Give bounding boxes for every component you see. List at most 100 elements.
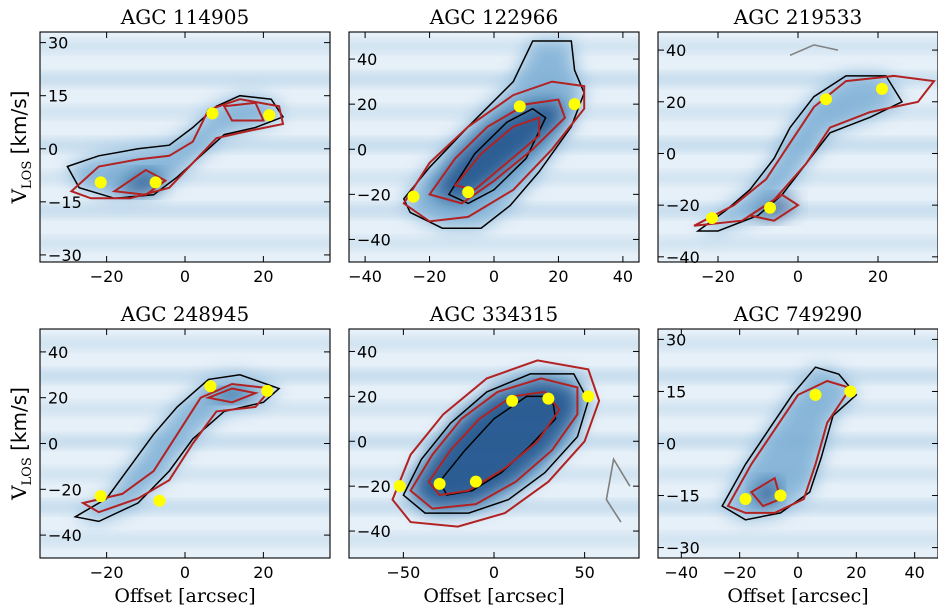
panel-title: AGC 122966 <box>429 5 558 29</box>
y-tick-label: −40 <box>357 522 391 541</box>
rotation-point <box>94 176 107 189</box>
y-axis-label: VLOS [km/s] <box>7 91 35 205</box>
rotation-point <box>433 477 446 490</box>
x-tick-label: 0 <box>793 267 803 286</box>
rotation-point <box>876 82 888 95</box>
panel-title: AGC 114905 <box>120 5 249 29</box>
panel-title: AGC 248945 <box>120 302 249 326</box>
x-axis-label: Offset [arcsec] <box>727 585 868 607</box>
x-tick-label: 20 <box>868 267 888 286</box>
emission-peak <box>410 378 578 509</box>
noise-band <box>40 39 330 54</box>
y-tick-label: −30 <box>48 246 82 265</box>
x-tick-label: 0 <box>489 563 499 582</box>
x-tick-label: −20 <box>723 563 757 582</box>
rotation-point <box>94 490 107 503</box>
noise-band <box>40 369 330 384</box>
panel-4: AGC 248945 −20 0 20 −40 −20 0 20 40 Offset [arcse… <box>39 302 331 607</box>
y-tick-label: 15 <box>48 87 68 106</box>
model-contour <box>402 80 586 223</box>
rotation-point <box>206 107 219 120</box>
y-tick-label: −15 <box>48 193 82 212</box>
data-contour <box>721 366 858 521</box>
rotation-point <box>844 385 857 398</box>
y-tick-label: 15 <box>666 382 686 401</box>
y-tick-label: 30 <box>666 330 686 349</box>
rotation-point <box>462 186 475 199</box>
noise-band <box>658 236 938 251</box>
rotation-point <box>261 384 274 397</box>
y-tick-label: 40 <box>666 41 686 60</box>
x-tick-label: −20 <box>413 267 447 286</box>
x-tick-label: 50 <box>574 563 594 582</box>
panel-title: AGC 219533 <box>733 5 862 29</box>
x-tick-label: −40 <box>348 267 382 286</box>
panel-title: AGC 749290 <box>733 302 862 326</box>
rotation-point <box>568 98 581 111</box>
model-contour <box>427 390 561 497</box>
y-tick-label: 0 <box>357 432 367 451</box>
y-tick-label: −20 <box>48 480 82 499</box>
rotation-point <box>407 190 420 203</box>
noise-band <box>349 336 639 351</box>
rotation-point <box>820 93 832 106</box>
emission-peak <box>208 388 256 403</box>
rotation-point <box>469 475 482 488</box>
x-tick-label: 20 <box>253 267 273 286</box>
x-tick-label: 0 <box>180 563 190 582</box>
noise-band <box>658 532 938 547</box>
y-tick-label: −40 <box>357 230 391 249</box>
y-tick-label: 20 <box>357 95 377 114</box>
y-tick-label: −40 <box>666 248 700 267</box>
x-tick-label: −20 <box>90 563 124 582</box>
noise-band <box>349 236 639 251</box>
x-tick-label: −20 <box>701 267 735 286</box>
noise-band <box>658 72 938 87</box>
panel-6: AGC 749290 −40 −20 0 20 40 −30 −15 0 15 30 Offset [… <box>657 302 938 607</box>
y-tick-label: −20 <box>357 477 391 496</box>
noise-band <box>40 336 330 351</box>
y-tick-label: 0 <box>48 140 58 159</box>
noise-band <box>658 336 938 351</box>
noise-band <box>40 203 330 218</box>
emission-outer <box>67 95 284 199</box>
data-contour <box>447 107 547 205</box>
model-contour <box>222 101 265 122</box>
noise-band <box>658 369 938 384</box>
rotation-point <box>582 390 595 403</box>
y-axis-label: VLOS [km/s] <box>7 387 35 501</box>
y-tick-label: −40 <box>48 526 82 545</box>
panel-title: AGC 334315 <box>429 302 558 326</box>
model-contour <box>693 74 936 227</box>
emission-peak <box>751 478 781 506</box>
x-tick-label: 0 <box>793 563 803 582</box>
rotation-point <box>764 201 776 214</box>
noise-band <box>40 499 330 514</box>
rotation-point <box>739 493 752 506</box>
rotation-point <box>774 489 787 502</box>
rotation-point <box>149 176 162 189</box>
rotation-point <box>809 388 822 401</box>
noise-band <box>658 39 938 54</box>
rotation-point <box>393 480 406 493</box>
negative-contour <box>789 44 839 57</box>
x-tick-label: 20 <box>846 563 866 582</box>
model-contour <box>409 377 579 510</box>
rotation-point <box>506 394 519 407</box>
model-contour <box>726 379 853 514</box>
model-contour <box>204 387 260 404</box>
emission-outer <box>722 367 857 520</box>
x-axis-label: Offset [arcsec] <box>423 585 564 607</box>
panel-2: AGC 122966 −40 −20 0 20 40 −40 −20 0 20 40 <box>348 5 640 286</box>
model-contour <box>80 382 274 514</box>
noise-band <box>40 532 330 547</box>
model-contour <box>453 116 541 191</box>
model-contour <box>747 193 800 222</box>
x-tick-label: 20 <box>253 563 273 582</box>
rotation-point <box>204 380 217 393</box>
model-contour <box>391 359 601 528</box>
y-tick-label: −20 <box>666 196 700 215</box>
model-contour <box>427 98 567 205</box>
